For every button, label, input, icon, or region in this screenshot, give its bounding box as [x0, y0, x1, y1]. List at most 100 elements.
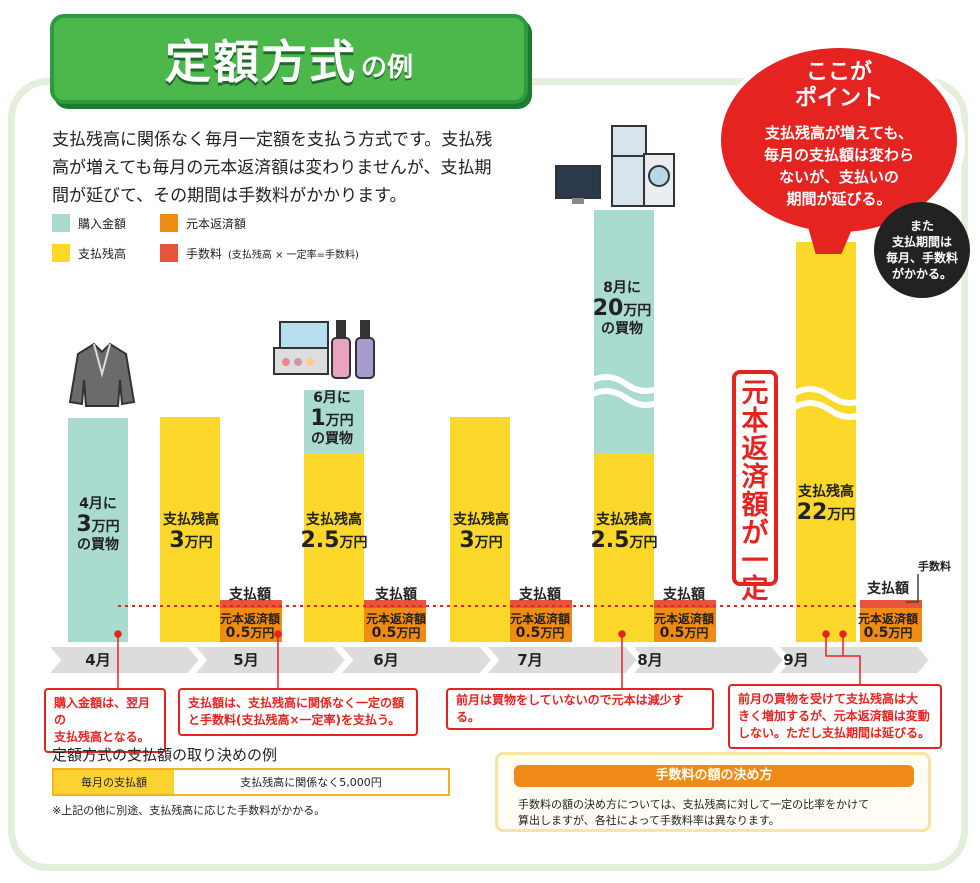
callout-september: 前月の買物を受けて支払残高は大 きく増加するが、元本返済額は変動 しない。ただし支払… — [728, 684, 942, 749]
extra-line: 毎月、手数料 — [885, 251, 958, 265]
cosmetics-icon — [273, 320, 375, 379]
month-label: 4月 — [85, 651, 111, 669]
purchase-label-jun: 6月に 1万円 の買物 — [310, 390, 354, 448]
point-line: ないが、支払いの — [779, 168, 899, 186]
callout-no-purchase: 前月は買物をしていないので元本は減少する。 — [446, 688, 714, 730]
callout-connectors — [114, 630, 861, 688]
rules-title: 定額方式の支払額の取り決めの例 — [52, 746, 278, 764]
purchase-bar — [304, 390, 364, 454]
point-bubble-shape — [713, 45, 965, 254]
point-line: 毎月の支払額は変わら — [763, 146, 914, 164]
break-marks — [584, 374, 872, 420]
purchase-bar — [594, 210, 654, 454]
month-label: 9月 — [783, 651, 809, 669]
payment-aug: 支払額 元本返済額 0.5万円 — [653, 587, 714, 641]
intro-line: 間が延びて、その期間は手数料がかかります。 — [52, 186, 407, 206]
balance-bar — [304, 454, 364, 642]
vertical-char: 額 — [741, 490, 769, 521]
vertical-char: 元 — [741, 378, 769, 409]
vertical-char: 定 — [741, 574, 769, 605]
point-title-1: ここが — [805, 60, 872, 85]
legend-principal: 元本返済額 — [160, 214, 246, 232]
purchase-label-aug: 8月に 20万円 の買物 — [592, 280, 652, 338]
title-banner: 定額方式 の例 — [50, 14, 528, 104]
balance-label-jul: 支払残高 3万円 — [453, 512, 509, 554]
month-arrow — [775, 645, 932, 675]
extra-line: がかかる。 — [891, 267, 952, 281]
principal-bar — [510, 608, 572, 642]
bars — [68, 210, 922, 642]
rules-label: 毎月の支払額 — [54, 770, 174, 794]
month-arrow — [45, 645, 202, 675]
legend-label: 購入金額 — [78, 216, 127, 231]
balance-label-aug: 支払残高 2.5万円 — [590, 512, 658, 554]
vertical-char: 済 — [741, 462, 769, 493]
month-label: 7月 — [517, 651, 543, 669]
point-line: 期間が延びる。 — [786, 190, 892, 208]
month-arrow — [191, 645, 348, 675]
fee-box: 手数料の額の決め方 手数料の額の決め方については、支払残高に対して一定の比率をか… — [495, 752, 931, 832]
principal-bar — [860, 608, 922, 642]
fee-bar — [860, 600, 922, 608]
intro-line: 支払残高に関係なく毎月一定額を支払う方式です。支払残 — [52, 130, 493, 150]
month-label: 5月 — [233, 651, 259, 669]
balance-bar — [796, 242, 856, 642]
point-bubble: ここが ポイント 支払残高が増えても、 毎月の支払額は変わら ないが、支払いの … — [706, 40, 972, 254]
legend-purchase: 購入金額 — [52, 214, 126, 232]
jacket-icon — [68, 342, 136, 407]
intro-text: 支払残高に関係なく毎月一定額を支払う方式です。支払残 高が増えても毎月の元本返済… — [52, 126, 542, 210]
principal-bar — [364, 608, 426, 642]
legend-swatch-principal — [160, 214, 178, 232]
month-arrow — [483, 645, 640, 675]
principal-constant-text: 元本返済額が一定 — [736, 380, 774, 604]
balance-label-sep: 支払残高 22万円 — [796, 484, 856, 526]
fee-box-body: 手数料の額の決め方については、支払残高に対して一定の比率をかけて 算出しますが、各… — [518, 798, 870, 827]
legend-label: 元本返済額 — [186, 216, 247, 231]
balance-bar — [160, 417, 220, 642]
legend-balance: 支払残高 — [52, 244, 126, 262]
fee-bar — [510, 600, 572, 608]
extra-line: また — [909, 219, 934, 233]
legend-label: 手数料 — [186, 246, 223, 261]
month-band — [45, 645, 932, 675]
callout-payment: 支払額は、支払残高に関係なく一定の額 と手数料(支払残高×一定率)を支払う。 — [178, 688, 418, 736]
fee-bar — [364, 600, 426, 608]
fee-bar — [654, 600, 716, 608]
appliances-icon — [555, 125, 675, 207]
fee-box-title: 手数料の額の決め方 — [514, 765, 914, 787]
fee-label: 手数料 — [918, 560, 951, 573]
principal-constant-label: 元本返済額が一定 — [732, 370, 778, 604]
payment-jul: 支払額 元本返済額 0.5万円 — [509, 587, 570, 641]
purchase-label-apr: 4月に 3万円 の買物 — [76, 496, 120, 554]
extra-line: 支払期間は — [891, 235, 952, 249]
payment-may: 支払額 元本返済額 0.5万円 — [219, 587, 280, 641]
rules-value: 支払残高に関係なく5,000円 — [174, 770, 448, 794]
month-arrow — [629, 645, 786, 675]
fee-bar — [220, 600, 282, 608]
principal-bar — [220, 608, 282, 642]
point-title-2: ポイント — [794, 86, 883, 111]
payment-jun: 支払額 元本返済額 0.5万円 — [365, 587, 426, 641]
month-label: 6月 — [373, 651, 399, 669]
rules-note: ※上記の他に別途、支払残高に応じた手数料がかかる。 — [52, 804, 326, 817]
vertical-char: が — [741, 518, 769, 549]
vertical-char: 本 — [741, 406, 769, 437]
legend-swatch-balance — [52, 244, 70, 262]
extra-note-bubble: また 支払期間は 毎月、手数料 がかかる。 — [874, 202, 970, 298]
rules-table: 毎月の支払額 支払残高に関係なく5,000円 — [52, 768, 450, 796]
intro-line: 高が増えても毎月の元本返済額は変わりませんが、支払期 — [52, 158, 492, 178]
title-main: 定額方式 — [164, 35, 357, 89]
purchase-bar — [68, 418, 128, 642]
balance-label-jun: 支払残高 2.5万円 — [300, 512, 368, 554]
balance-bar — [450, 417, 510, 642]
payment-sep: 支払額 元本返済額 0.5万円 — [857, 581, 918, 641]
balance-bar — [594, 454, 654, 642]
legend-label: 支払残高 — [78, 246, 127, 261]
legend-fee-note: (支払残高 × 一定率=手数料) — [228, 249, 359, 261]
balance-label-may: 支払残高 3万円 — [163, 512, 219, 554]
title-suffix: の例 — [360, 52, 413, 83]
month-arrow — [337, 645, 494, 675]
callout-purchase: 購入金額は、翌月の 支払残高となる。 — [44, 688, 166, 753]
legend-swatch-fee — [160, 244, 178, 262]
